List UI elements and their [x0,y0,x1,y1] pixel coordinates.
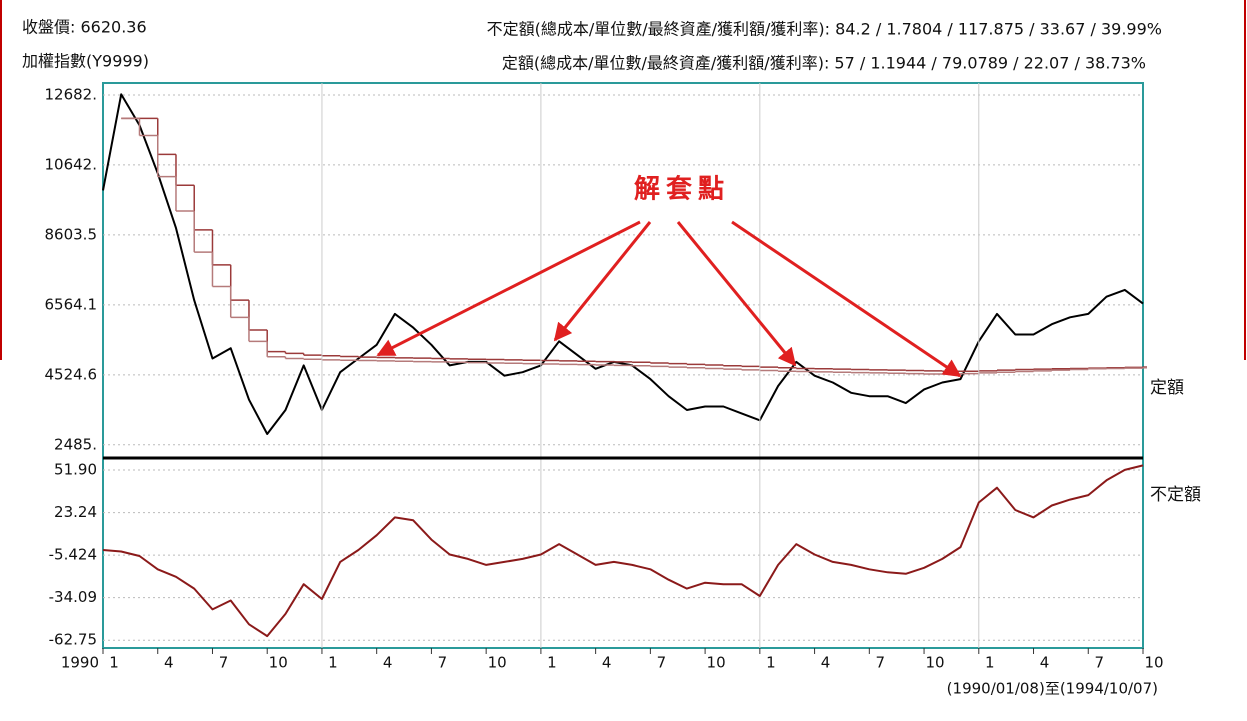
x-tick-label: 4 [821,654,831,672]
y-tick-label: -5.424 [49,546,97,564]
y-tick-label: -62.75 [49,631,97,649]
date-range: (1990/01/08)至(1994/10/07) [947,680,1158,698]
x-tick-label: 4 [602,654,612,672]
x-tick-label: 10 [1144,654,1163,672]
y-tick-label: 12682. [45,85,98,103]
annotation: 解套點 [634,175,730,205]
y-tick-label: 4524.6 [45,365,98,383]
x-tick-label: 1 [328,654,338,672]
x-tick-label: 4 [1040,654,1050,672]
x-tick-label: 7 [219,654,229,672]
annotation-arrows [376,220,962,378]
index-name: 加權指數(Y9999) [22,52,149,71]
fixed-summary: 定額(總成本/單位數/最終資產/獲利額/獲利率): 57 / 1.1944 / … [502,54,1146,73]
series-line [102,93,1144,435]
x-tick-label: 7 [438,654,448,672]
y-tick-label: 51.90 [54,461,97,479]
y-tick-label: -34.09 [49,588,97,606]
x-tick-label: 7 [657,654,667,672]
x-tick-label: 1 [109,654,119,672]
y-tick-label: 10642. [45,155,98,173]
series-name: 不定額 [1150,485,1201,505]
y-tick-label: 6564.1 [45,295,98,313]
x-tick-label: 1 [766,654,776,672]
arrow [731,220,962,378]
arrow [376,220,641,357]
x-tick-label: 7 [1094,654,1104,672]
arrow [553,221,652,342]
series-line [102,464,1144,638]
y-tick-label: 8603.5 [45,225,98,243]
x-tick-label: 10 [488,654,507,672]
x-tick-label: 1 [547,654,557,672]
x-tick-label: 10 [926,654,945,672]
x-tick-label: 4 [383,654,393,672]
y-tick-label: 2485. [54,435,97,453]
series-name: 定額 [1150,378,1184,398]
close-price: 收盤價: 6620.36 [22,18,147,37]
y-tick-label: 23.24 [54,503,97,521]
arrow [676,221,797,367]
x-tick-label: 1 [985,654,995,672]
x-tick-label: 10 [269,654,288,672]
x-tick-label: 4 [164,654,174,672]
plot-border [102,82,1144,649]
x-tick-label: 7 [876,654,886,672]
x-start-label: 1990 [61,654,99,672]
variable-summary: 不定額(總成本/單位數/最終資產/獲利額/獲利率): 84.2 / 1.7804… [487,20,1162,39]
x-tick-label: 10 [707,654,726,672]
